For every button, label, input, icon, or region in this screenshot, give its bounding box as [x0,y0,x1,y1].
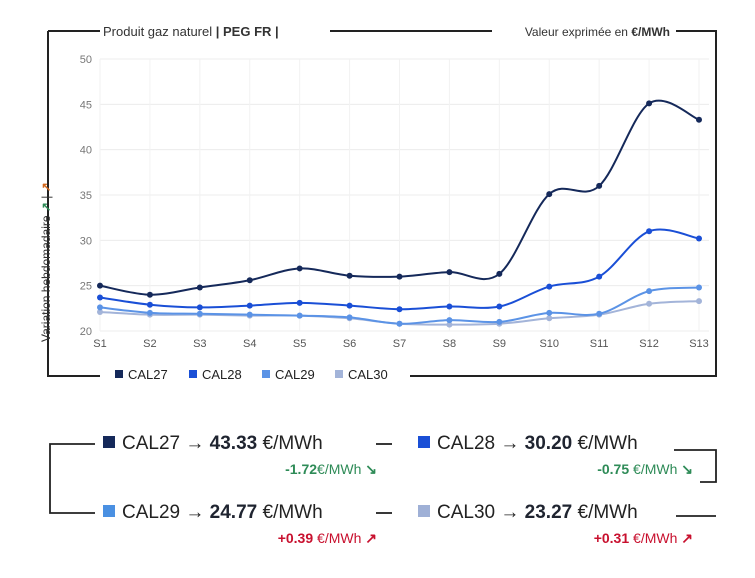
x-tick-label: S8 [443,338,456,350]
line-chart: Produit gaz naturel | PEG FR | Valeur ex… [39,24,717,382]
chart-title: Produit gaz naturel | PEG FR | [103,24,279,39]
x-tick-label: S1 [93,338,106,350]
x-tick-label: S5 [293,338,306,350]
y-tick-label: 30 [80,235,92,247]
legend-label-cal29: CAL29 [275,367,315,382]
summary-cal30: CAL30 → 23.27 €/MWh [418,502,638,524]
data-point-cal29 [496,318,503,325]
legend-label-cal27: CAL27 [128,367,168,382]
summary-cal28: CAL28 → 30.20 €/MWh [418,433,638,455]
series-points [97,100,702,328]
x-tick-label: S10 [539,338,559,350]
x-tick-label: S6 [343,338,356,350]
data-point-cal27 [296,265,303,272]
data-point-cal29 [596,310,603,317]
data-point-cal27 [396,273,403,280]
legend-label-cal28: CAL28 [202,367,242,382]
data-point-cal28 [496,303,503,310]
x-tick-label: S4 [243,338,256,350]
data-point-cal29 [346,314,353,321]
x-tick-label: S11 [590,338,609,350]
y-axis-label: Variation hebdomadaire ↗ | ↗ [39,182,53,342]
data-point-cal27 [196,284,203,291]
x-tick-label: S2 [143,338,156,350]
y-tick-label: 40 [80,145,92,157]
y-ticks: 20 25 30 35 40 45 50 [80,54,92,338]
y-tick-label: 50 [80,54,92,66]
data-point-cal27 [346,272,353,279]
summary-cal27: CAL27 → 43.33 €/MWh [103,433,323,455]
summary-cal27-delta: -1.72€/MWh ↘ [285,461,377,477]
data-point-cal28 [446,303,453,310]
data-point-cal27 [496,270,503,277]
y-tick-label: 45 [80,99,92,111]
data-point-cal27 [146,291,153,298]
x-tick-label: S7 [393,338,406,350]
data-point-cal28 [246,302,253,309]
legend: CAL27 CAL28 CAL29 CAL30 [115,367,388,382]
cal28-color-square [418,436,430,448]
data-point-cal29 [196,310,203,317]
summary-cal29: CAL29 → 24.77 €/MWh [103,502,323,524]
data-point-cal27 [646,100,653,107]
data-point-cal28 [346,302,353,309]
data-point-cal28 [296,299,303,306]
data-point-cal28 [596,273,603,280]
x-ticks: S1 S2 S3 S4 S5 S6 S7 S8 S9 S10 S11 S12 S13 [93,338,709,350]
data-point-cal29 [546,309,553,316]
data-point-cal27 [446,269,453,276]
cal27-color-square [103,436,115,448]
x-tick-label: S3 [193,338,206,350]
data-point-cal30 [646,300,653,307]
data-point-cal28 [546,283,553,290]
legend-label-cal30: CAL30 [348,367,388,382]
cal30-color-square [418,505,430,517]
y-tick-label: 25 [80,281,92,293]
svg-text:Variation hebdomadaire ↗ | ↗: Variation hebdomadaire ↗ | ↗ [39,182,53,342]
data-point-cal27 [696,116,702,123]
unit-label: Valeur exprimée en €/MWh [525,25,670,39]
data-point-cal27 [246,277,253,284]
legend-swatch-cal29 [262,370,270,378]
data-point-cal27 [596,182,603,189]
data-point-cal28 [97,294,103,301]
chart-frame [47,30,717,377]
legend-swatch-cal27 [115,370,123,378]
data-point-cal28 [196,304,203,311]
data-point-cal28 [696,235,702,242]
data-point-cal29 [97,304,103,311]
data-point-cal28 [146,301,153,308]
cal29-color-square [103,505,115,517]
data-point-cal29 [146,309,153,316]
data-point-cal29 [296,312,303,319]
data-point-cal27 [546,191,553,198]
data-point-cal30 [97,308,103,315]
y-tick-label: 35 [80,190,92,202]
x-tick-label: S12 [639,338,659,350]
data-point-cal29 [396,320,403,327]
summary-cal29-delta: +0.39 €/MWh ↗ [277,530,377,546]
summary-cal30-delta: +0.31 €/MWh ↗ [593,530,693,546]
legend-swatch-cal30 [335,370,343,378]
data-point-cal27 [97,282,103,289]
x-tick-label: S13 [689,338,709,350]
data-point-cal29 [246,311,253,318]
data-point-cal30 [696,298,702,305]
data-point-cal29 [646,288,653,295]
legend-swatch-cal28 [189,370,197,378]
data-point-cal30 [546,315,553,322]
svg-text:Produit gaz naturel | PEG FR |: Produit gaz naturel | PEG FR | [103,24,279,39]
y-tick-label: 20 [80,326,92,338]
x-tick-label: S9 [493,338,506,350]
data-point-cal28 [646,228,653,235]
data-point-cal29 [446,317,453,324]
data-point-cal28 [396,306,403,313]
data-point-cal29 [696,284,702,291]
data-point-cal30 [446,321,453,328]
summary-cal28-delta: -0.75 €/MWh ↘ [597,461,693,477]
